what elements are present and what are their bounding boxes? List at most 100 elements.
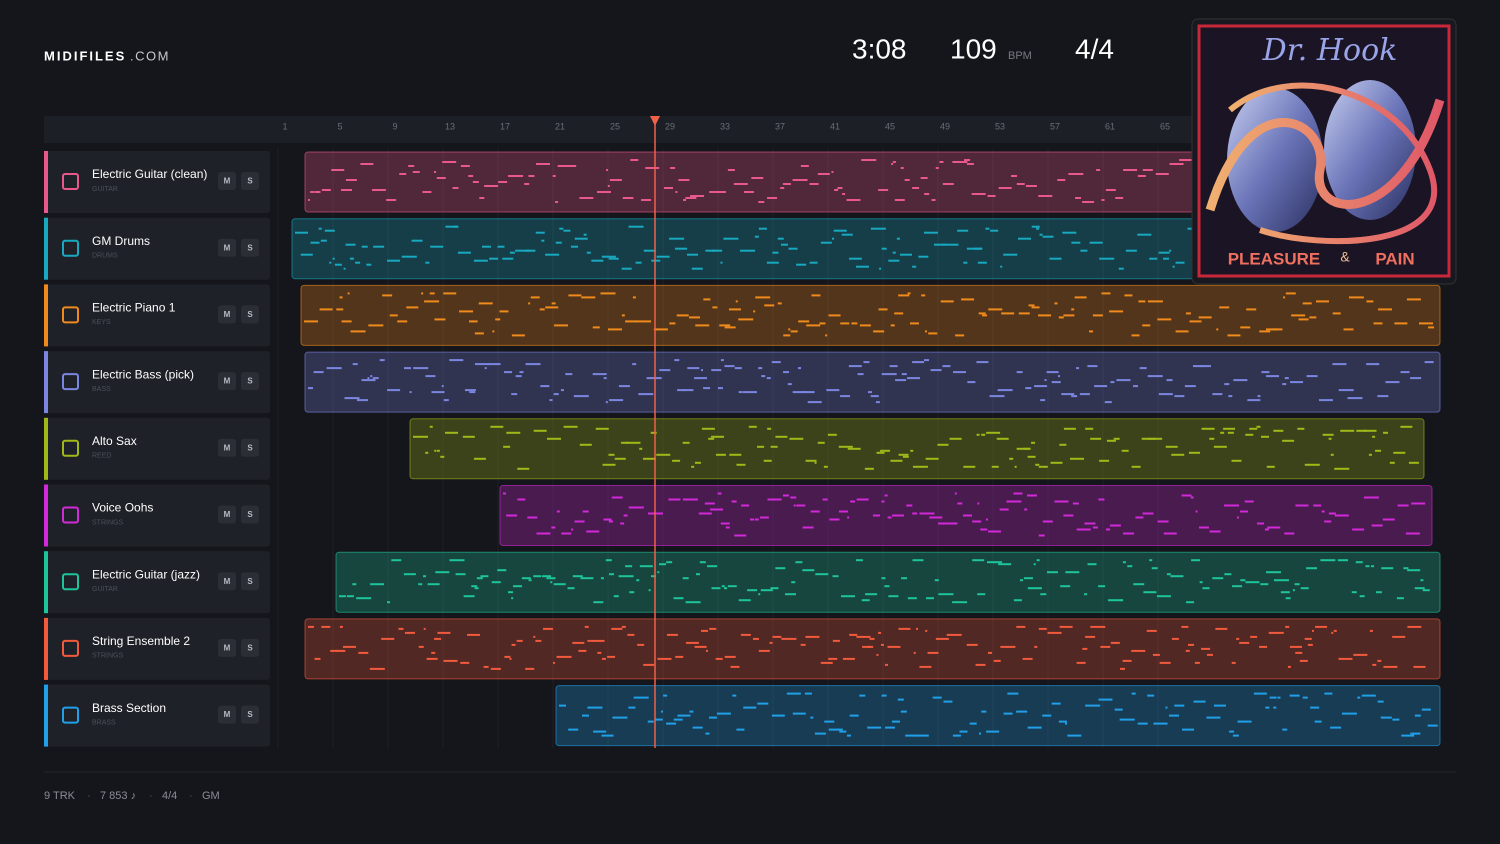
note	[988, 530, 1002, 533]
note	[1219, 306, 1230, 309]
note	[1074, 296, 1087, 299]
track-header[interactable]	[44, 217, 270, 280]
mute-button[interactable]	[218, 238, 236, 257]
mute-label: M	[224, 243, 231, 252]
note	[1198, 526, 1209, 529]
solo-button[interactable]	[241, 172, 259, 190]
track-header[interactable]	[44, 484, 270, 547]
note	[602, 463, 616, 466]
note	[672, 459, 681, 462]
note	[846, 734, 851, 737]
note	[757, 702, 769, 705]
note	[601, 657, 606, 660]
track-header[interactable]	[44, 284, 270, 347]
solo-button[interactable]	[241, 638, 259, 657]
note	[764, 304, 775, 307]
solo-button[interactable]	[241, 305, 259, 324]
track-header[interactable]	[44, 551, 270, 614]
note	[735, 300, 738, 303]
note	[1295, 504, 1309, 507]
note	[507, 591, 513, 594]
note	[987, 195, 996, 197]
note	[646, 377, 662, 380]
note	[927, 651, 939, 654]
note	[751, 177, 764, 179]
note	[476, 577, 483, 580]
note	[1193, 700, 1206, 703]
mute-label: M	[224, 710, 231, 719]
note	[1016, 447, 1030, 450]
note	[1377, 700, 1384, 703]
note	[946, 633, 962, 636]
note	[611, 627, 623, 630]
note	[600, 577, 604, 580]
note	[1363, 496, 1379, 499]
note	[1410, 732, 1421, 735]
note	[1186, 159, 1194, 161]
note	[324, 229, 335, 232]
solo-button[interactable]	[241, 705, 259, 724]
note	[471, 585, 478, 588]
note	[632, 296, 636, 299]
note	[643, 457, 647, 460]
note	[943, 700, 953, 703]
note	[561, 532, 572, 535]
track-header[interactable]	[44, 151, 270, 213]
note	[1131, 334, 1140, 337]
note	[536, 163, 551, 165]
solo-button[interactable]	[241, 505, 259, 524]
note	[479, 197, 485, 199]
note	[570, 245, 578, 248]
mute-button[interactable]	[218, 372, 236, 391]
note	[310, 241, 320, 244]
note	[682, 441, 690, 444]
note	[1190, 496, 1194, 499]
note	[1054, 302, 1058, 305]
mute-button[interactable]	[218, 505, 236, 524]
solo-button[interactable]	[241, 238, 259, 257]
note	[1371, 524, 1383, 527]
note	[1287, 665, 1291, 668]
note	[892, 251, 896, 254]
mute-button[interactable]	[218, 172, 236, 190]
note	[772, 251, 779, 254]
mute-button[interactable]	[218, 638, 236, 657]
mute-button[interactable]	[218, 572, 236, 591]
track-header[interactable]	[44, 617, 270, 680]
solo-button[interactable]	[241, 372, 259, 391]
note	[820, 661, 833, 664]
note	[847, 516, 850, 519]
mute-button[interactable]	[218, 705, 236, 724]
logo[interactable]: MIDIFILES	[44, 48, 126, 63]
note	[1331, 631, 1334, 634]
note	[730, 665, 740, 668]
note	[1121, 449, 1129, 452]
note	[1375, 591, 1382, 594]
solo-button[interactable]	[241, 438, 259, 457]
note	[682, 389, 694, 392]
note	[1090, 437, 1102, 440]
playhead-handle[interactable]	[650, 116, 660, 126]
note	[533, 429, 547, 432]
note	[592, 373, 607, 376]
solo-button[interactable]	[241, 572, 259, 591]
mute-button[interactable]	[218, 438, 236, 457]
note	[339, 296, 343, 299]
note	[545, 306, 559, 309]
note	[1368, 453, 1372, 456]
note	[754, 235, 759, 238]
note	[1372, 435, 1376, 438]
note	[820, 241, 832, 244]
track-header[interactable]	[44, 417, 270, 480]
note	[1201, 647, 1211, 650]
note	[793, 504, 796, 507]
mute-button[interactable]	[218, 305, 236, 324]
note	[453, 225, 458, 228]
note	[321, 625, 331, 628]
track-header[interactable]	[44, 684, 270, 747]
note	[560, 389, 564, 392]
note	[783, 371, 790, 374]
track-name: String Ensemble 2	[92, 634, 190, 648]
track-header[interactable]	[44, 351, 270, 414]
note	[300, 253, 313, 256]
